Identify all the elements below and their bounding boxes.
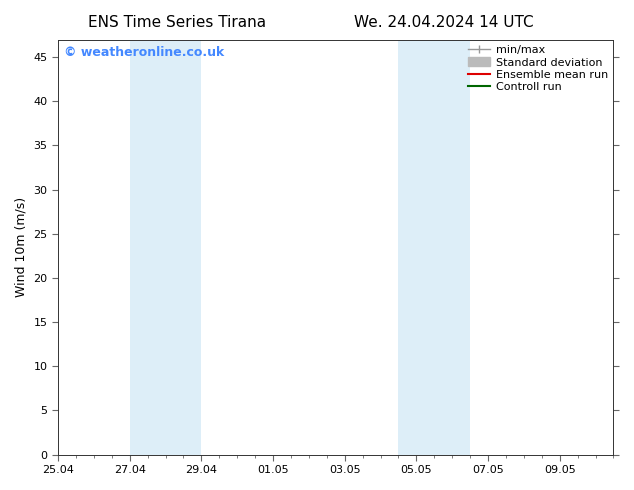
Bar <box>399 40 470 455</box>
Text: © weatheronline.co.uk: © weatheronline.co.uk <box>63 46 224 59</box>
Bar <box>130 40 202 455</box>
Text: ENS Time Series Tirana: ENS Time Series Tirana <box>89 15 266 30</box>
Text: We. 24.04.2024 14 UTC: We. 24.04.2024 14 UTC <box>354 15 534 30</box>
Y-axis label: Wind 10m (m/s): Wind 10m (m/s) <box>15 197 28 297</box>
Legend: min/max, Standard deviation, Ensemble mean run, Controll run: min/max, Standard deviation, Ensemble me… <box>465 42 611 96</box>
